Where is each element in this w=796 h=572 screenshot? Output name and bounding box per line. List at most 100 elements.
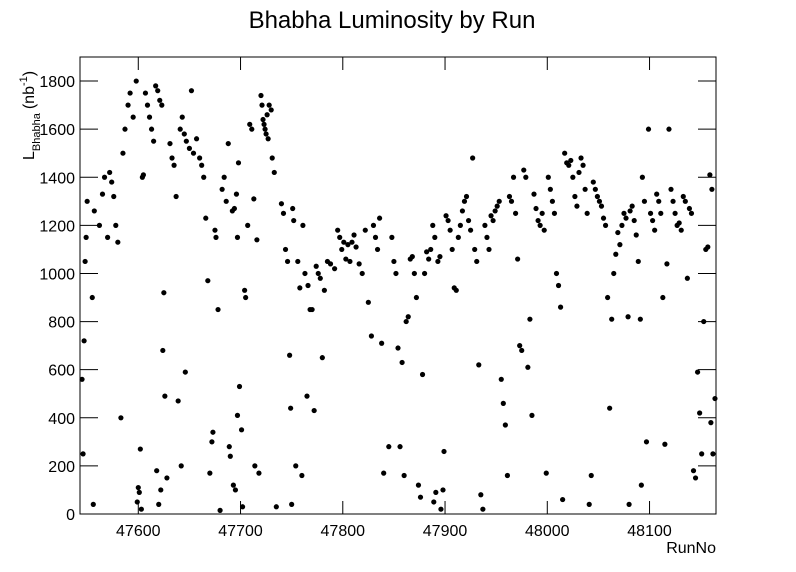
point <box>284 258 291 265</box>
point <box>258 92 264 99</box>
point <box>175 398 181 404</box>
point <box>347 258 353 265</box>
point <box>682 198 688 204</box>
point <box>217 507 223 513</box>
point <box>401 472 407 479</box>
point <box>161 290 167 296</box>
point <box>455 234 461 240</box>
point <box>697 410 703 416</box>
point <box>233 191 240 197</box>
point <box>664 261 670 267</box>
point <box>167 140 173 147</box>
point <box>584 210 590 216</box>
point <box>349 239 355 245</box>
point <box>393 270 399 277</box>
point <box>190 150 197 156</box>
point <box>533 205 539 212</box>
point <box>290 205 296 212</box>
point <box>662 441 668 447</box>
point <box>625 314 631 320</box>
point <box>365 299 371 305</box>
point <box>668 186 674 192</box>
point <box>288 405 294 411</box>
point <box>419 371 426 378</box>
point <box>261 121 267 127</box>
point <box>515 256 521 262</box>
point <box>631 217 637 224</box>
x-tick-label: 47800 <box>321 523 366 540</box>
point <box>178 463 184 469</box>
point <box>205 278 211 284</box>
y-tick-label: 800 <box>48 315 75 332</box>
point <box>242 287 248 293</box>
point <box>225 140 231 147</box>
point <box>705 244 711 250</box>
point <box>391 258 397 265</box>
point <box>263 131 269 137</box>
point <box>221 174 227 180</box>
point <box>555 282 562 289</box>
point <box>500 400 506 406</box>
point <box>626 501 632 507</box>
point <box>578 155 584 161</box>
point <box>271 169 277 176</box>
point <box>127 90 133 96</box>
point <box>135 484 141 491</box>
point <box>676 220 682 226</box>
point <box>181 131 187 137</box>
point <box>440 487 446 493</box>
y-label-sub: Bhabha <box>31 112 43 151</box>
point <box>596 198 603 204</box>
point <box>243 294 249 301</box>
point <box>666 126 672 132</box>
point <box>146 114 153 120</box>
point <box>79 376 85 382</box>
point <box>321 287 327 293</box>
point <box>537 222 543 228</box>
point <box>226 444 232 450</box>
point <box>692 475 699 481</box>
point <box>159 102 165 108</box>
point <box>230 482 236 488</box>
point <box>91 208 97 214</box>
chart-title: Bhabha Luminosity by Run <box>249 7 536 34</box>
point <box>368 333 375 339</box>
point <box>115 239 121 245</box>
point <box>415 482 422 488</box>
x-tick-label: 47900 <box>423 523 468 540</box>
point <box>527 316 533 322</box>
point <box>256 470 262 476</box>
point <box>305 282 311 289</box>
point <box>678 227 684 233</box>
point <box>405 314 411 320</box>
point <box>478 492 484 498</box>
point <box>153 83 159 89</box>
point <box>395 345 401 351</box>
point <box>107 169 113 176</box>
point <box>386 444 392 450</box>
point <box>142 90 149 96</box>
point <box>582 186 588 192</box>
point <box>120 150 126 156</box>
point <box>504 472 511 479</box>
point <box>291 217 297 224</box>
point <box>182 369 188 375</box>
point <box>251 196 257 202</box>
point <box>201 174 207 180</box>
point <box>535 217 541 224</box>
y-label-main: L <box>21 151 38 160</box>
point <box>639 174 645 180</box>
point <box>300 222 306 228</box>
point <box>707 172 713 178</box>
point <box>694 369 701 375</box>
point <box>332 266 338 272</box>
point <box>118 415 124 421</box>
point <box>449 246 455 253</box>
point <box>562 150 568 156</box>
point <box>304 393 310 399</box>
y-tick-label: 600 <box>48 363 75 380</box>
point <box>162 393 168 399</box>
point <box>470 155 476 161</box>
point <box>265 136 271 142</box>
